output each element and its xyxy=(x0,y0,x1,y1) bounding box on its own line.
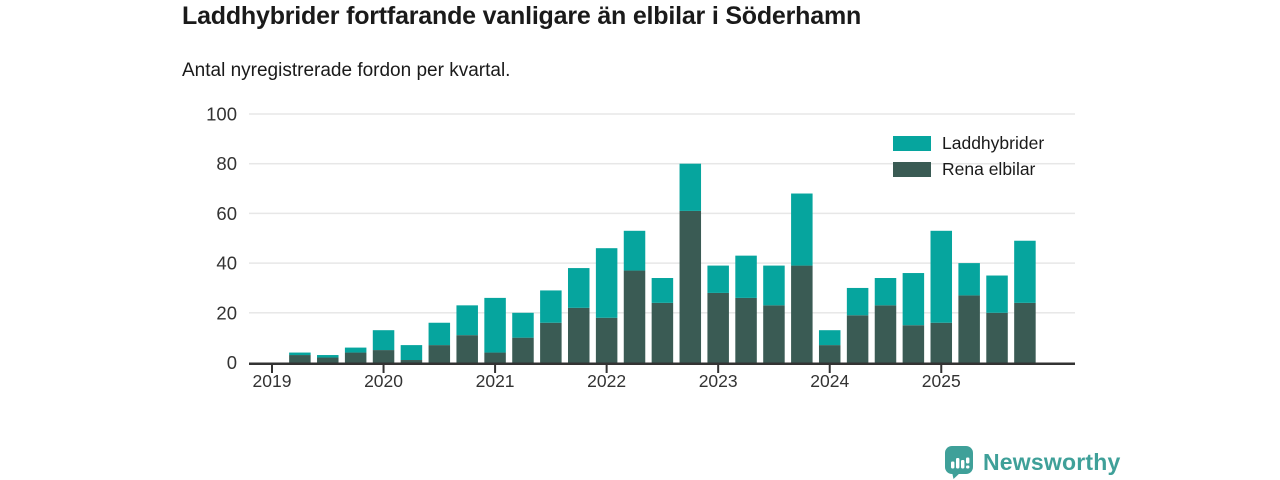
bar-laddhybrider-2019-Q4 xyxy=(344,347,367,353)
bar-rena-elbilar-2025-Q2 xyxy=(958,295,980,363)
bar-rena-elbilar-2023-Q2 xyxy=(735,297,757,363)
x-tick-label-2023: 2023 xyxy=(699,371,738,391)
bar-laddhybrider-2022-Q3 xyxy=(651,278,674,303)
x-tick-label-2020: 2020 xyxy=(364,371,403,391)
bar-laddhybrider-2021-Q2 xyxy=(512,312,534,338)
bar-laddhybrider-2024-Q4 xyxy=(902,273,925,326)
y-tick-label-80: 80 xyxy=(216,153,237,174)
y-tick-label-20: 20 xyxy=(216,302,237,323)
bar-laddhybrider-2021-Q1 xyxy=(484,297,506,353)
bar-laddhybrider-2022-Q2 xyxy=(623,230,646,271)
bar-laddhybrider-2023-Q3 xyxy=(763,265,785,306)
bar-laddhybrider-2025-Q3 xyxy=(986,275,1008,313)
legend-swatch-rena-elbilar xyxy=(893,161,931,177)
bar-laddhybrider-2020-Q3 xyxy=(428,322,451,346)
x-tick-label-2025: 2025 xyxy=(922,371,961,391)
newsworthy-wordmark: Newsworthy xyxy=(983,448,1121,475)
x-tick-2019 xyxy=(271,365,273,373)
bar-rena-elbilar-2021-Q3 xyxy=(540,322,562,363)
bar-rena-elbilar-2020-Q1 xyxy=(372,350,395,363)
bar-laddhybrider-2022-Q4 xyxy=(679,163,702,211)
bar-rena-elbilar-2023-Q4 xyxy=(791,265,813,363)
bar-rena-elbilar-2022-Q3 xyxy=(651,302,674,363)
newsworthy-logo: Newsworthy xyxy=(944,445,1120,479)
x-tick-2024 xyxy=(828,365,831,373)
x-tick-2021 xyxy=(494,365,497,373)
bar-laddhybrider-2020-Q4 xyxy=(456,305,478,336)
bar-rena-elbilar-2023-Q1 xyxy=(707,292,729,363)
gridline-y100 xyxy=(249,113,1075,115)
bar-rena-elbilar-2019-Q4 xyxy=(344,352,367,363)
x-tick-2023 xyxy=(717,365,720,373)
chart-subtitle: Antal nyregistrerade fordon per kvartal. xyxy=(182,60,511,81)
bar-laddhybrider-2025-Q1 xyxy=(930,230,953,323)
bar-rena-elbilar-2025-Q1 xyxy=(930,322,953,363)
bar-laddhybrider-2023-Q1 xyxy=(707,265,729,293)
x-tick-label-2024: 2024 xyxy=(810,371,849,391)
bar-rena-elbilar-2021-Q4 xyxy=(567,307,590,363)
bar-laddhybrider-2023-Q2 xyxy=(735,255,757,298)
x-tick-2025 xyxy=(940,365,943,373)
bar-laddhybrider-2021-Q4 xyxy=(567,268,590,308)
y-tick-label-0: 0 xyxy=(227,352,237,373)
chart-title: Laddhybrider fortfarande vanligare än el… xyxy=(182,2,862,30)
y-tick-label-40: 40 xyxy=(216,253,237,274)
x-tick-label-2021: 2021 xyxy=(476,371,515,391)
bar-laddhybrider-2022-Q1 xyxy=(595,248,618,318)
bar-rena-elbilar-2020-Q4 xyxy=(456,335,478,363)
bar-rena-elbilar-2019-Q2 xyxy=(289,355,311,363)
bar-laddhybrider-2021-Q3 xyxy=(540,290,562,323)
y-tick-label-60: 60 xyxy=(216,203,237,224)
gridline-y40 xyxy=(249,262,1075,264)
bar-rena-elbilar-2020-Q3 xyxy=(428,345,451,363)
newsworthy-bubble-chart-icon xyxy=(945,446,973,479)
bar-rena-elbilar-2023-Q3 xyxy=(763,305,785,363)
x-tick-label-2022: 2022 xyxy=(587,371,626,391)
bar-rena-elbilar-2022-Q2 xyxy=(623,270,646,363)
legend-label-laddhybrider: Laddhybrider xyxy=(942,133,1045,153)
bar-laddhybrider-2020-Q2 xyxy=(400,345,423,361)
bar-rena-elbilar-2020-Q2 xyxy=(400,360,423,363)
bar-rena-elbilar-2022-Q1 xyxy=(595,317,618,363)
x-tick-2022 xyxy=(605,365,608,373)
bar-rena-elbilar-2022-Q4 xyxy=(679,210,702,363)
legend-item-rena-elbilar: Rena elbilar xyxy=(893,156,1044,182)
bar-laddhybrider-2025-Q4 xyxy=(1014,240,1036,303)
bar-laddhybrider-2024-Q1 xyxy=(818,330,841,346)
legend-item-laddhybrider: Laddhybrider xyxy=(893,130,1044,156)
bar-laddhybrider-2023-Q4 xyxy=(791,193,813,266)
y-tick-label-100: 100 xyxy=(206,104,237,125)
bar-rena-elbilar-2024-Q1 xyxy=(818,345,841,363)
bar-laddhybrider-2019-Q2 xyxy=(289,352,311,356)
gridline-y80 xyxy=(249,162,1075,165)
bar-rena-elbilar-2025-Q4 xyxy=(1014,302,1036,363)
x-tick-label-2019: 2019 xyxy=(253,371,292,391)
bar-rena-elbilar-2021-Q1 xyxy=(484,352,506,363)
bar-laddhybrider-2025-Q2 xyxy=(958,263,980,296)
gridline-y60 xyxy=(249,212,1075,215)
bar-rena-elbilar-2024-Q4 xyxy=(902,325,925,363)
bar-rena-elbilar-2024-Q2 xyxy=(846,315,869,363)
bar-laddhybrider-2024-Q2 xyxy=(846,287,869,316)
bar-rena-elbilar-2024-Q3 xyxy=(874,305,897,363)
legend-swatch-laddhybrider xyxy=(893,135,931,151)
bar-rena-elbilar-2025-Q3 xyxy=(986,312,1008,363)
bar-rena-elbilar-2021-Q2 xyxy=(512,337,534,363)
bar-laddhybrider-2024-Q3 xyxy=(874,278,897,306)
bar-rena-elbilar-2019-Q3 xyxy=(317,357,339,363)
legend-label-rena-elbilar: Rena elbilar xyxy=(942,159,1036,179)
x-axis-line xyxy=(249,362,1075,365)
x-tick-2020 xyxy=(382,365,385,373)
bar-laddhybrider-2020-Q1 xyxy=(372,330,395,351)
bar-laddhybrider-2019-Q3 xyxy=(317,355,339,358)
chart-legend: Laddhybrider Rena elbilar xyxy=(893,130,1044,182)
